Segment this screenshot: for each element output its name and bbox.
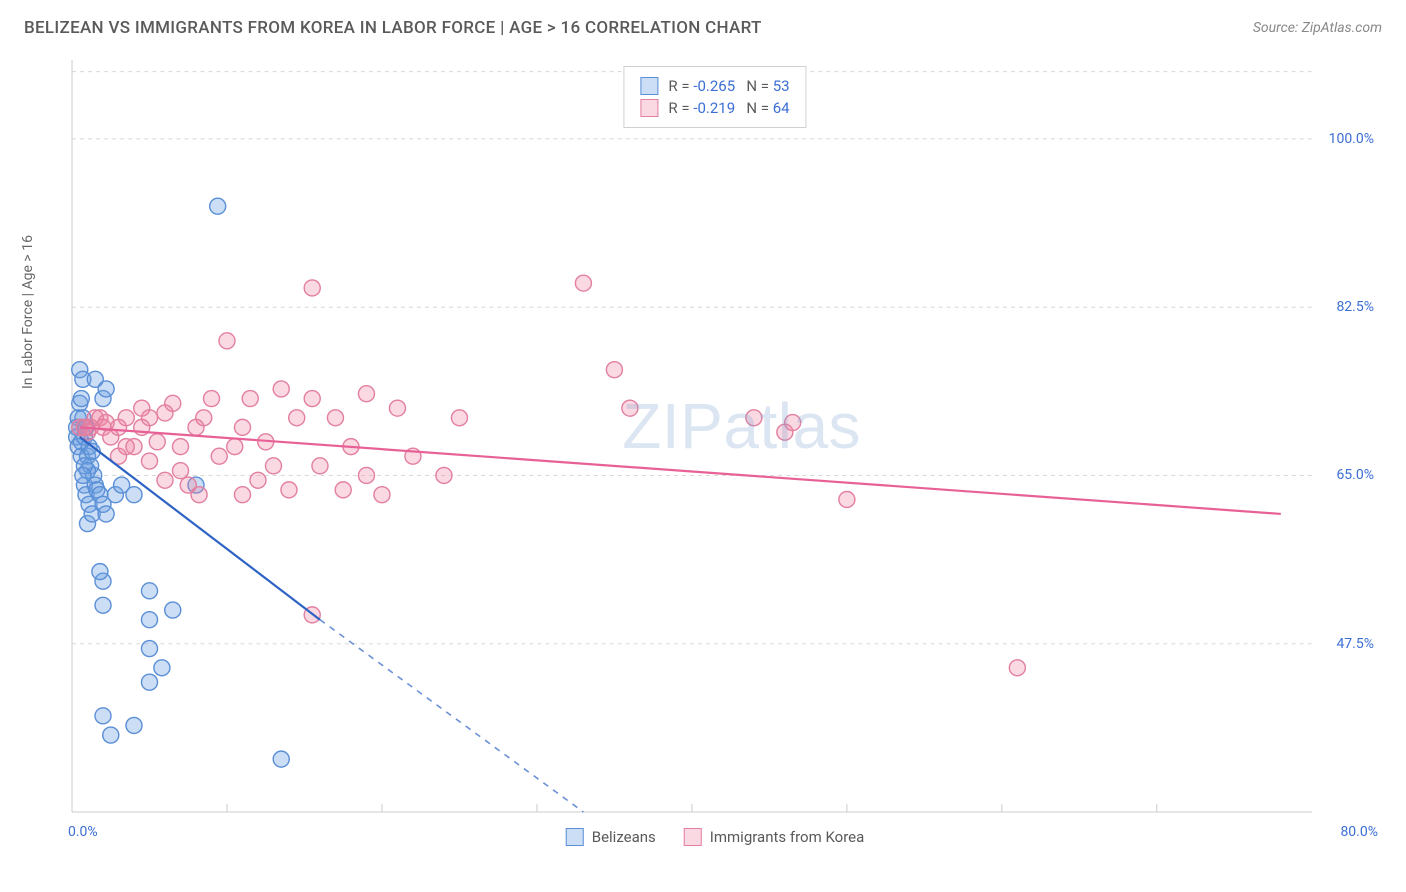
legend-swatch [640, 77, 658, 95]
chart-container: In Labor Force | Age > 16 ZIPatlas R = -… [48, 60, 1382, 856]
data-point [219, 333, 235, 349]
data-point [304, 391, 320, 407]
data-point [95, 708, 111, 724]
data-point [141, 674, 157, 690]
data-point [575, 275, 591, 291]
data-point [227, 439, 243, 455]
data-point [374, 487, 390, 503]
data-point [327, 410, 343, 426]
scatter-plot [68, 60, 1382, 816]
chart-title: BELIZEAN VS IMMIGRANTS FROM KOREA IN LAB… [24, 18, 762, 38]
data-point [141, 641, 157, 657]
stat-row: R = -0.219 N = 64 [640, 97, 789, 119]
data-point [92, 564, 108, 580]
data-point [606, 362, 622, 378]
data-point [157, 472, 173, 488]
data-point [98, 506, 114, 522]
x-tick-label-right: 80.0% [1340, 824, 1378, 840]
data-point [622, 400, 638, 416]
data-point [358, 386, 374, 402]
data-point [273, 751, 289, 767]
stat-row: R = -0.265 N = 53 [640, 75, 789, 97]
x-tick-label-left: 0.0% [68, 824, 98, 840]
y-axis-label: In Labor Force | Age > 16 [20, 235, 36, 389]
data-point [172, 463, 188, 479]
data-point [234, 487, 250, 503]
data-point [210, 198, 226, 214]
data-point [304, 280, 320, 296]
header: BELIZEAN VS IMMIGRANTS FROM KOREA IN LAB… [0, 0, 1406, 50]
data-point [451, 410, 467, 426]
y-tick-label: 65.0% [1336, 467, 1374, 483]
data-point [165, 602, 181, 618]
data-point [118, 410, 134, 426]
data-point [335, 482, 351, 498]
data-point [1009, 660, 1025, 676]
data-point [746, 410, 762, 426]
data-point [242, 391, 258, 407]
stats-legend: R = -0.265 N = 53 R = -0.219 N = 64 [623, 66, 806, 128]
data-point [191, 487, 207, 503]
data-point [358, 467, 374, 483]
data-point [126, 717, 142, 733]
legend-item: Immigrants from Korea [684, 828, 864, 846]
data-point [95, 597, 111, 613]
data-point [250, 472, 266, 488]
data-point [141, 453, 157, 469]
source-label: Source: ZipAtlas.com [1253, 20, 1382, 36]
data-point [839, 492, 855, 508]
data-point [389, 400, 405, 416]
data-point [289, 410, 305, 426]
trend-line [80, 437, 320, 620]
y-tick-label: 100.0% [1329, 131, 1374, 147]
legend-label: Belizeans [592, 828, 656, 846]
y-tick-label: 82.5% [1336, 299, 1374, 315]
data-point [75, 467, 91, 483]
series-legend: Belizeans Immigrants from Korea [566, 828, 865, 846]
data-point [785, 415, 801, 431]
data-point [141, 612, 157, 628]
legend-label: Immigrants from Korea [710, 828, 864, 846]
data-point [141, 410, 157, 426]
legend-item: Belizeans [566, 828, 656, 846]
data-point [126, 487, 142, 503]
data-point [141, 583, 157, 599]
trend-line [80, 427, 1281, 514]
data-point [265, 458, 281, 474]
data-point [98, 381, 114, 397]
stat-text: R = -0.265 N = 53 [668, 77, 789, 95]
data-point [172, 439, 188, 455]
stat-text: R = -0.219 N = 64 [668, 99, 789, 117]
data-point [73, 391, 89, 407]
data-point [273, 381, 289, 397]
data-point [103, 727, 119, 743]
legend-swatch [566, 828, 584, 846]
data-point [211, 448, 227, 464]
data-point [126, 439, 142, 455]
data-point [436, 467, 452, 483]
legend-swatch [684, 828, 702, 846]
trend-line-extension [320, 620, 583, 812]
data-point [149, 434, 165, 450]
y-tick-label: 47.5% [1336, 636, 1374, 652]
legend-swatch [640, 99, 658, 117]
data-point [203, 391, 219, 407]
data-point [154, 660, 170, 676]
data-point [281, 482, 297, 498]
data-point [234, 419, 250, 435]
data-point [312, 458, 328, 474]
data-point [196, 410, 212, 426]
data-point [165, 395, 181, 411]
